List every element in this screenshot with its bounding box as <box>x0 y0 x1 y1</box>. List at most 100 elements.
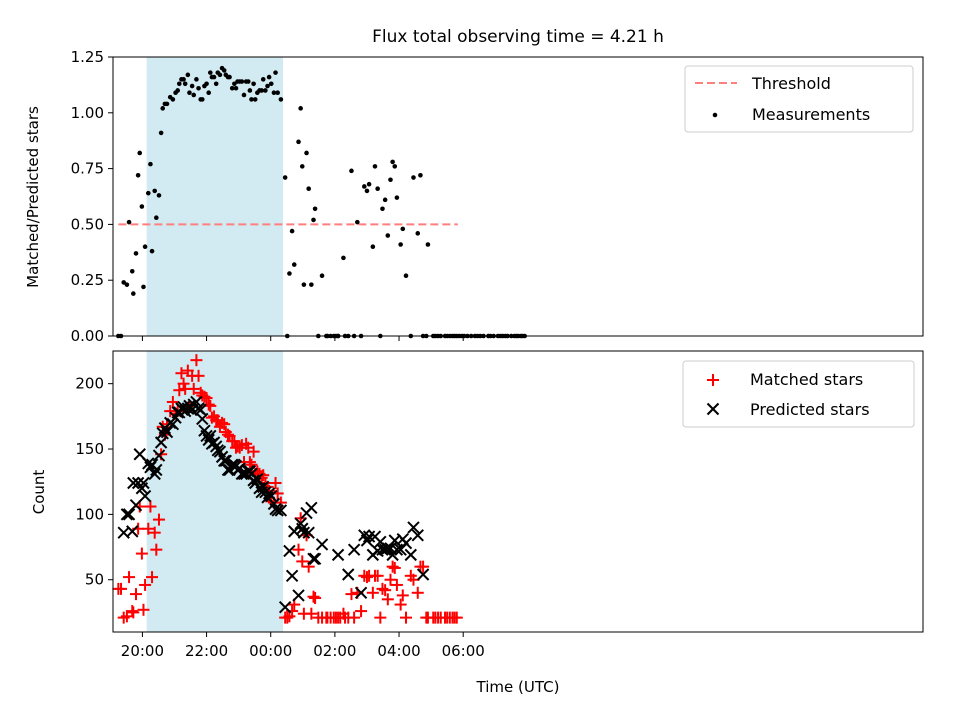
measurement-point <box>251 81 256 87</box>
matched-star-point <box>417 560 430 573</box>
matched-star-point <box>218 418 231 431</box>
predicted-star-point <box>209 440 223 453</box>
measurement-point <box>306 186 311 191</box>
matched-star-point <box>173 384 186 397</box>
predicted-legend-label: Predicted stars <box>750 400 870 419</box>
measurement-point <box>418 172 423 178</box>
measurement-point <box>296 139 301 145</box>
predicted-star-point <box>235 467 249 481</box>
y-tick-label: 100 <box>75 505 104 523</box>
x-tick-label: 06:00 <box>442 642 485 660</box>
matched-star-point <box>281 611 294 624</box>
measurement-point <box>382 197 388 203</box>
measurement-point <box>135 172 141 178</box>
matched-star-point <box>200 392 213 405</box>
matched-star-point <box>360 571 373 584</box>
matched-star-point <box>216 416 229 429</box>
measurement-point <box>415 231 421 236</box>
predicted-star-point <box>331 548 345 562</box>
predicted-star-point <box>390 543 404 556</box>
matched-star-point <box>388 561 401 574</box>
p1-x-ticks <box>141 336 464 341</box>
y-tick-label: 1.00 <box>71 104 104 122</box>
p2-x-axis: 20:00 22:00 00:00 02:00 04:00 06:00 <box>121 632 485 660</box>
measurement-point <box>124 282 130 287</box>
measurement-point <box>372 164 378 169</box>
matched-star-point <box>366 586 379 599</box>
measurement-point <box>233 85 239 91</box>
matched-star-point <box>305 607 318 620</box>
predicted-star-point <box>315 538 329 551</box>
measurement-point <box>175 88 180 93</box>
measurement-point <box>425 242 431 247</box>
predicted-star-point <box>307 552 320 566</box>
p2-legend-box <box>682 360 915 428</box>
y-tick-label: 50 <box>85 571 104 589</box>
predicted-star-point <box>416 568 430 581</box>
matched-star-point <box>345 588 358 601</box>
top-panel: 0.00 0.25 0.50 0.75 1.00 1.25 Matched/Predict… <box>24 48 924 345</box>
measurement-point <box>278 97 284 102</box>
x-tick-label: 00:00 <box>249 642 292 660</box>
measurement-point <box>241 92 247 98</box>
measurement-point <box>273 70 278 75</box>
p2-plot-frame <box>112 350 924 633</box>
measurement-point <box>312 206 318 212</box>
predicted-star-point <box>302 526 315 539</box>
matched-star-point <box>450 611 463 624</box>
measurement-point <box>145 190 151 196</box>
measurement-point <box>260 77 266 82</box>
predicted-star-point <box>404 548 418 562</box>
matched-star-point <box>374 611 387 624</box>
measurement-point <box>245 79 251 84</box>
measurement-point <box>319 273 325 279</box>
matched-star-point <box>144 500 157 513</box>
matched-star-point <box>192 369 205 382</box>
p1-marks <box>116 65 527 339</box>
measurement-point <box>142 244 148 250</box>
p2-marks <box>112 354 463 624</box>
measurement-point <box>349 168 354 174</box>
matched-star-point <box>175 367 188 380</box>
measurement-point <box>191 92 197 98</box>
measurement-point <box>287 271 292 276</box>
predicted-star-point <box>285 569 299 583</box>
matched-star-point <box>307 590 320 603</box>
predicted-star-point <box>278 600 292 614</box>
matched-star-point <box>386 560 399 573</box>
measurement-point <box>388 177 393 183</box>
predicted-star-point <box>131 476 145 490</box>
measurement-point <box>213 81 219 87</box>
measurement-point <box>217 72 223 78</box>
x-tick-label: 04:00 <box>377 642 420 660</box>
x-tick-label: 22:00 <box>185 642 228 660</box>
predicted-star-point <box>308 552 322 566</box>
matched-star-point <box>309 592 322 605</box>
measurement-point <box>176 81 182 87</box>
measurement-point <box>133 251 139 256</box>
matched-star-point <box>123 571 136 584</box>
measurement-point <box>181 77 186 82</box>
matched-star-point <box>394 598 407 611</box>
measurement-point <box>268 81 274 87</box>
measurement-point <box>380 206 385 212</box>
predicted-star-point <box>127 476 140 490</box>
measurement-point <box>392 164 398 169</box>
measurement-point <box>232 81 237 87</box>
y-tick-label: 1.25 <box>71 48 104 66</box>
measurement-point <box>265 83 270 89</box>
p1-y-axis-label: Matched/Predicted stars <box>24 106 42 288</box>
measurement-point <box>249 97 254 102</box>
measurement-point <box>385 233 391 238</box>
predicted-star-point <box>126 525 139 538</box>
predicted-star-point <box>219 454 233 467</box>
measurement-point <box>185 72 191 78</box>
matched-star-point <box>166 395 179 408</box>
y-tick-label: 0.25 <box>71 271 104 289</box>
matched-star-point <box>379 584 392 597</box>
measurement-point <box>139 204 145 209</box>
p1-plot-frame <box>112 56 924 337</box>
matched-star-point <box>247 445 260 458</box>
measurements-legend-label: Measurements <box>752 105 870 124</box>
